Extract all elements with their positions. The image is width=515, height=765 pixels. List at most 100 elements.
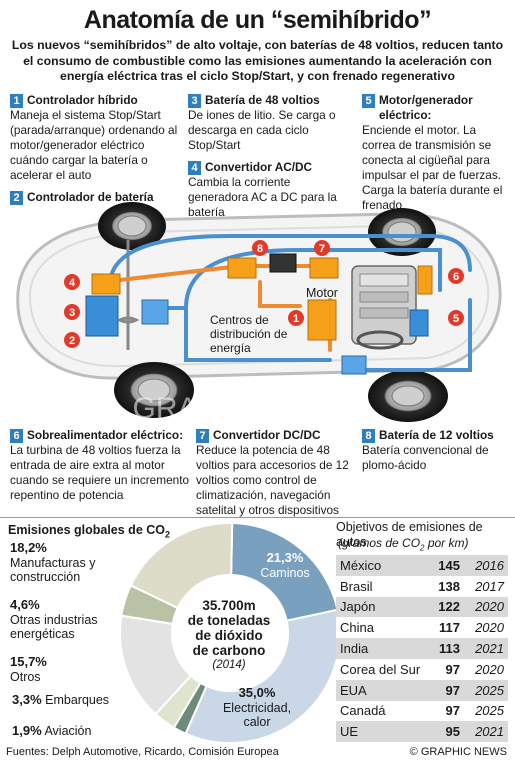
pie-label-manufacturing: 18,2% Manufacturas y construcción — [10, 540, 96, 584]
callout-7: 7 Convertidor DC/DC Reduce la potencia de… — [196, 428, 358, 518]
battery-controller — [91, 273, 121, 295]
marker-8: 8 — [252, 240, 268, 256]
callout-number: 3 — [188, 94, 201, 108]
pie-label-electricity-text: Electricidad, calor — [222, 700, 292, 730]
emissions-pie-chart — [119, 522, 341, 744]
table-row: UE 95 2021 — [336, 721, 508, 743]
callout-number: 5 — [362, 94, 375, 108]
cell-value: 138 — [426, 575, 464, 597]
wheel-front-left — [98, 202, 166, 250]
table-row: Canadá 97 2025 — [336, 700, 508, 722]
centers-label: Centros de distribución de energía — [210, 313, 288, 355]
cell-country: Brasil — [336, 575, 426, 597]
cell-year: 2025 — [464, 679, 508, 701]
cell-year: 2017 — [464, 575, 508, 597]
callout-number: 8 — [362, 429, 375, 443]
callout-3: 3 Batería de 48 voltios De iones de litio… — [188, 93, 353, 153]
page-title: Anatomía de un “semihíbrido” — [83, 6, 432, 34]
callout-number: 7 — [196, 429, 209, 443]
callout-text: Maneja el sistema Stop/Start (parada/arr… — [10, 108, 178, 182]
pie-label-others: 15,7% Otros — [10, 654, 47, 684]
acdc-converter — [309, 257, 339, 279]
marker-6: 6 — [448, 268, 464, 284]
cell-value: 145 — [426, 555, 464, 576]
cell-country: México — [336, 555, 426, 576]
cell-value: 97 — [426, 700, 464, 722]
pie-label-energy: 4,6% Otras industrias energéticas — [10, 597, 98, 641]
pie-label-aviation: 1,9% Aviación — [12, 723, 92, 738]
battery-48v — [85, 295, 119, 337]
suspension-left — [116, 240, 140, 350]
converter-box-motor — [307, 299, 337, 341]
callout-number: 6 — [10, 429, 23, 443]
cell-country: UE — [336, 721, 426, 743]
hybrid-controller-box — [141, 299, 169, 325]
svg-text:2: 2 — [69, 335, 75, 347]
cell-year: 2021 — [464, 638, 508, 659]
callout-2: 2 Controlador de batería — [10, 190, 185, 205]
cell-value: 117 — [426, 617, 464, 639]
wheel-rear-left — [114, 362, 194, 418]
callout-text: La turbina de 48 voltios fuerza la entra… — [10, 443, 190, 502]
cell-country: Corea del Sur — [336, 658, 426, 680]
engine — [351, 265, 433, 350]
credit: © GRAPHIC NEWS — [409, 746, 507, 758]
callout-1: 1 Controlador híbrido Maneja el sistema S… — [10, 93, 185, 183]
table-row: India 113 2021 — [336, 638, 508, 659]
cell-year: 2020 — [464, 596, 508, 618]
marker-7: 7 — [314, 240, 330, 256]
table-row: México 145 2016 — [336, 555, 508, 576]
cell-year: 2025 — [464, 700, 508, 722]
table-row: EUA 97 2025 — [336, 679, 508, 701]
centers-label-line: energía — [210, 341, 251, 355]
cell-year: 2020 — [464, 658, 508, 680]
cell-value: 97 — [426, 679, 464, 701]
section-divider — [0, 517, 515, 518]
callout-title: Motor/generador eléctrico: — [379, 93, 473, 122]
svg-text:5: 5 — [453, 313, 459, 325]
callout-title: Batería de 12 voltios — [379, 428, 494, 442]
callout-title: Convertidor DC/DC — [213, 428, 321, 442]
svg-text:3: 3 — [69, 307, 75, 319]
objectives-table: México 145 2016 Brasil 138 2017 Japón 122 2020 Ch… — [336, 555, 508, 743]
table-row: Corea del Sur 97 2020 — [336, 658, 508, 680]
callout-text: Cambia la corriente generadora AC a DC p… — [188, 175, 337, 219]
cell-year: 2020 — [464, 617, 508, 639]
page-subtitle: Los nuevos “semihíbridos” de alto voltaj… — [11, 38, 504, 83]
wheel-rear-right — [368, 370, 448, 422]
battery-12v — [269, 253, 297, 273]
callout-title: Batería de 48 voltios — [205, 93, 320, 107]
markers: 1 2 3 4 5 6 7 8 — [64, 240, 464, 348]
cell-year: 2021 — [464, 721, 508, 743]
pie-label-shipping: 3,3% Embarques — [12, 692, 110, 707]
callout-text: Enciende el motor. La correa de transmis… — [362, 123, 503, 212]
emissions-title: Emisiones globales de CO2 — [8, 523, 171, 540]
svg-text:6: 6 — [453, 271, 459, 283]
marker-2: 2 — [64, 332, 80, 348]
callout-number: 2 — [10, 191, 23, 205]
cell-country: China — [336, 617, 426, 639]
pie-label-electricity: 35,0% Electricidad, calor — [222, 685, 292, 730]
objectives-title: Objetivos de emisiones de autos — [336, 520, 483, 549]
cell-year: 2016 — [464, 555, 508, 576]
sources: Fuentes: Delph Automotive, Ricardo, Comi… — [6, 746, 279, 758]
marker-3: 3 — [64, 304, 80, 320]
svg-text:8: 8 — [257, 243, 263, 255]
callout-title: Sobrealimentador eléctrico: — [27, 428, 184, 442]
car-diagram: 1 2 3 4 5 6 7 8 Motor Centros de distrib… — [16, 202, 502, 425]
svg-text:7: 7 — [319, 243, 325, 255]
dcdc-converter — [227, 257, 257, 279]
callout-title: Controlador híbrido — [27, 93, 138, 107]
marker-4: 4 — [64, 274, 80, 290]
distribution-box — [341, 355, 367, 375]
marker-5: 5 — [448, 310, 464, 326]
cell-country: Canadá — [336, 700, 426, 722]
callout-6: 6 Sobrealimentador eléctrico: La turbina … — [10, 428, 192, 503]
watermark: GRAPHIC NEWS — [132, 392, 367, 425]
cell-country: Japón — [336, 596, 426, 618]
callout-5: 5 Motor/generador eléctrico: Enciende el … — [362, 93, 510, 213]
table-row: Brasil 138 2017 — [336, 575, 508, 597]
callout-8: 8 Batería de 12 voltios Batería convencio… — [362, 428, 510, 473]
centers-label-line: Centros de — [210, 313, 269, 327]
svg-text:1: 1 — [293, 313, 299, 325]
